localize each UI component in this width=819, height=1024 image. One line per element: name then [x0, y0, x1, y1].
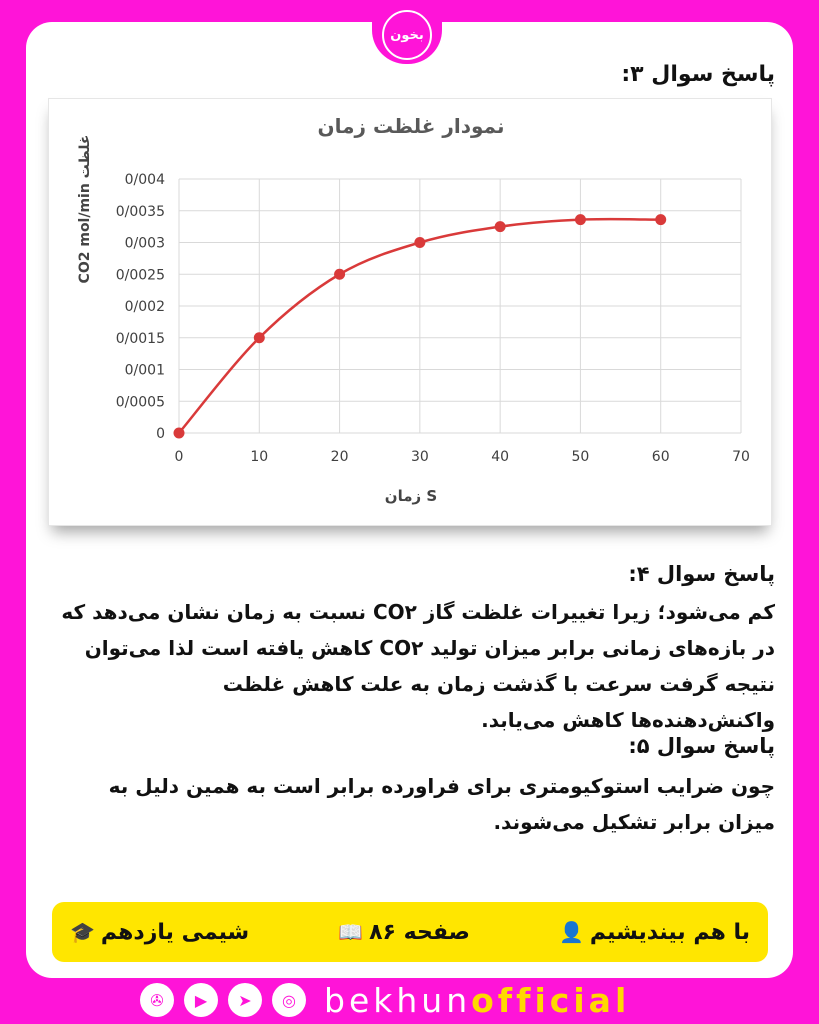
logo: بخون: [382, 10, 432, 60]
answer-line: چون ضرایب استوکیومتری برای فراورده برابر…: [108, 774, 775, 798]
answer-line: در بازه‌های زمانی برابر میزان تولید CO۲ …: [84, 636, 775, 660]
question-5-answer: چون ضرایب استوکیومتری برای فراورده برابر…: [45, 768, 775, 840]
answer-line: واکنش‌دهنده‌ها کاهش می‌یابد.: [481, 708, 775, 732]
book-icon: 📖: [338, 920, 364, 944]
logo-text: بخون: [390, 27, 424, 43]
x-tick-label: 50: [572, 449, 590, 465]
x-tick-label: 20: [331, 449, 349, 465]
telegram-icon[interactable]: ➤: [228, 983, 262, 1017]
brand-part-1: bekhun: [324, 980, 472, 1020]
answer-line: کم می‌شود؛ زیرا تغییرات غلظت گاز CO۲ نسب…: [61, 600, 775, 624]
y-tick-label: 0/0025: [116, 267, 165, 283]
x-tick-label: 10: [250, 449, 268, 465]
footer-book: 🎓 شیمی یازدهم: [70, 920, 249, 945]
x-tick-label: 40: [491, 449, 509, 465]
logo-badge: بخون: [372, 6, 442, 64]
data-point: [414, 237, 426, 248]
answer-line: میزان برابر تشکیل می‌شوند.: [493, 810, 775, 834]
data-point: [574, 214, 586, 226]
x-tick-label: 60: [652, 449, 670, 465]
x-tick-labels: 0 10 20 30 40 50 60 70: [175, 449, 750, 465]
y-tick-label: 0: [156, 426, 165, 442]
x-tick-label: 0: [175, 449, 184, 465]
film-reel-icon[interactable]: ✇: [140, 983, 174, 1017]
instagram-icon[interactable]: ◎: [272, 983, 306, 1017]
footer-bar: 🎓 شیمی یازدهم 📖 صفحه ۸۶ 👤 با هم بیندیشیم: [52, 902, 768, 962]
chart-card: 0 0/0005 0/001 0/0015 0/002 0/0025 0/003 0/0035…: [48, 98, 772, 526]
question-5-heading: پاسخ سوال ۵:: [628, 734, 775, 758]
brand-part-2: official: [471, 980, 631, 1020]
data-point: [494, 221, 506, 233]
y-tick-label: 0/0035: [116, 204, 165, 220]
question-3-heading: پاسخ سوال ۳:: [621, 62, 775, 87]
data-point: [253, 332, 265, 344]
question-4-heading: پاسخ سوال ۴:: [628, 562, 775, 586]
y-tick-label: 0/0015: [116, 331, 165, 347]
y-tick-label: 0/002: [125, 299, 165, 315]
y-tick-label: 0/004: [125, 172, 165, 188]
x-tick-label: 70: [732, 449, 750, 465]
answer-line: نتیجه گرفت سرعت با گذشت زمان به علت کاهش…: [222, 672, 775, 696]
y-axis-label: CO2 mol/min غلظت: [77, 135, 93, 284]
social-bar: ✇ ▶ ➤ ◎ bekhunofficial: [140, 980, 630, 1020]
graduation-cap-icon: 🎓: [70, 920, 95, 944]
y-tick-labels: 0 0/0005 0/001 0/0015 0/002 0/0025 0/003 0/0035…: [116, 172, 165, 442]
question-4-answer: کم می‌شود؛ زیرا تغییرات غلظت گاز CO۲ نسب…: [45, 594, 775, 738]
y-tick-label: 0/001: [125, 363, 165, 379]
person-icon: 👤: [558, 920, 584, 944]
book-name: شیمی یازدهم: [100, 919, 250, 945]
youtube-icon[interactable]: ▶: [184, 983, 218, 1017]
x-tick-label: 30: [411, 449, 429, 465]
y-tick-label: 0/0005: [116, 394, 165, 410]
chart-grid: [178, 178, 742, 434]
lesson-name: با هم بیندیشیم: [589, 919, 750, 945]
series-points: [173, 214, 667, 439]
chart-title: نمودار غلظت زمان: [318, 114, 505, 138]
x-axis-label: زمان S: [385, 487, 437, 505]
footer-page: 📖 صفحه ۸۶: [338, 920, 470, 945]
brand-name: bekhunofficial: [324, 981, 630, 1020]
data-point: [173, 427, 185, 439]
concentration-time-chart: 0 0/0005 0/001 0/0015 0/002 0/0025 0/003 0/0035…: [77, 114, 750, 505]
footer-lesson: 👤 با هم بیندیشیم: [559, 920, 750, 945]
page-number: صفحه ۸۶: [369, 919, 470, 945]
data-point: [655, 214, 667, 226]
y-tick-label: 0/003: [125, 236, 165, 252]
data-point: [334, 268, 346, 280]
